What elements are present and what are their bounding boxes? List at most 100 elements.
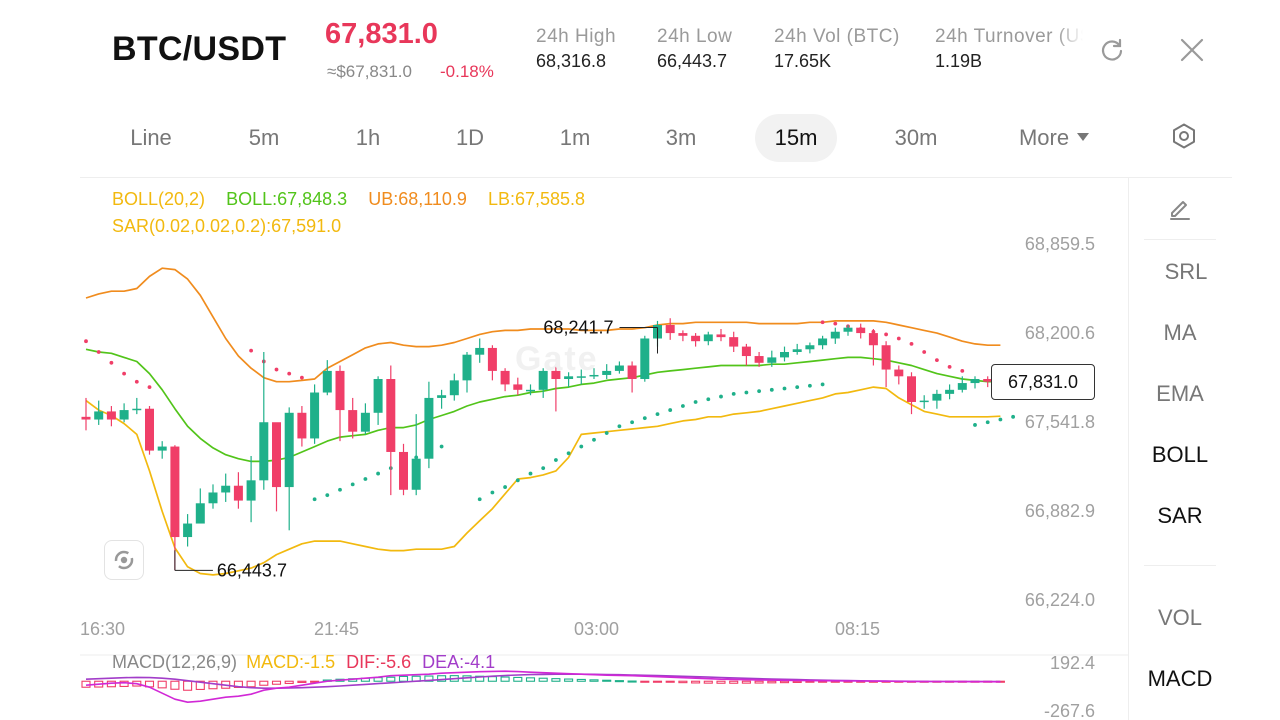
candle-body xyxy=(310,392,320,439)
sar-dot xyxy=(109,360,114,365)
chart-settings-icon[interactable] xyxy=(1168,120,1200,152)
boll-upper-line xyxy=(85,267,1001,383)
candle-body xyxy=(818,338,828,346)
macd-hist-bar xyxy=(157,680,167,689)
indicator-vol[interactable]: VOL xyxy=(1157,605,1203,630)
divider xyxy=(80,177,1232,178)
candle-body xyxy=(602,370,612,375)
candle-body xyxy=(970,379,980,384)
refresh-icon[interactable] xyxy=(1096,34,1128,66)
candle-body xyxy=(259,422,269,481)
close-icon[interactable] xyxy=(1176,34,1208,66)
dea-value: DEA:-4.1 xyxy=(422,652,496,672)
stat-24h-high: 24h High 68,316.8 xyxy=(536,26,616,72)
macd-hist-bar xyxy=(741,680,751,684)
draw-pencil-icon[interactable] xyxy=(1164,192,1196,224)
candle-body xyxy=(780,351,789,358)
tab-30m[interactable]: 30m xyxy=(894,125,938,150)
sar-dot xyxy=(795,385,800,390)
indicator-sar[interactable]: SAR xyxy=(1157,503,1203,528)
tab-5m[interactable]: 5m xyxy=(248,125,280,150)
macd-hist-bar xyxy=(538,677,548,682)
low-price-label: 66,443.7 xyxy=(217,560,287,580)
sar-dot xyxy=(884,332,888,337)
macd-hist-bar xyxy=(767,680,777,684)
sar-dot xyxy=(312,497,317,502)
macd-hist-bar xyxy=(652,680,663,683)
candle-body xyxy=(195,503,205,524)
dif-line xyxy=(85,670,1001,704)
macd-hist-bar xyxy=(386,676,396,682)
candle-body xyxy=(221,485,231,493)
macd-name: MACD(12,26,9) xyxy=(112,652,238,672)
macd-hist-bar xyxy=(779,680,790,684)
candle-body xyxy=(716,334,726,338)
candle-body xyxy=(94,411,104,420)
ticker-header: BTC/USDT 67,831.0 ≈$67,831.0 -0.18% 24h … xyxy=(0,0,1280,100)
indicator-srl[interactable]: SRL xyxy=(1164,259,1208,284)
candle-body xyxy=(614,365,624,371)
candle-body xyxy=(805,345,815,350)
tab-1h[interactable]: 1h xyxy=(355,125,381,150)
sar-dot xyxy=(604,431,609,435)
tab-1d[interactable]: 1D xyxy=(455,125,485,150)
divider xyxy=(1144,239,1216,240)
candle-body xyxy=(907,376,916,402)
sar-legend: SAR(0.02,0.02,0.2):67,591.0 xyxy=(112,216,342,236)
current-price-tag: 67,831.0 xyxy=(991,364,1095,400)
macd-hist-bar xyxy=(259,680,269,686)
candle-body xyxy=(297,412,307,439)
high-price-label: 68,241.7 xyxy=(543,317,613,337)
boll-lines xyxy=(85,267,1001,576)
tab-15m[interactable]: 15m xyxy=(755,114,837,162)
sar-dot xyxy=(719,394,723,399)
sar-dot xyxy=(693,400,698,404)
sar-dot xyxy=(287,371,292,376)
macd-hist-bar xyxy=(424,675,434,682)
candle-body xyxy=(678,333,688,336)
indicator-panel: SRL MA EMA BOLL SAR VOL MACD xyxy=(1129,178,1280,720)
sar-dot xyxy=(630,420,634,425)
sar-dot xyxy=(96,350,101,354)
macd-y-tick-label: 192.4 xyxy=(1050,653,1095,673)
tab-line[interactable]: Line xyxy=(130,125,172,150)
candle-body xyxy=(475,347,485,355)
price-change: -0.18% xyxy=(440,62,494,81)
candle-body xyxy=(830,331,840,339)
candle-body xyxy=(145,408,154,451)
y-tick-label: 66,224.0 xyxy=(1025,590,1095,610)
sar-dot xyxy=(122,371,126,376)
macd-hist-bar xyxy=(551,678,561,682)
macd-hist-bar xyxy=(297,680,307,683)
indicator-macd[interactable]: MACD xyxy=(1147,666,1213,691)
sar-dot xyxy=(134,379,139,384)
candle-body xyxy=(208,492,218,504)
x-tick-label: 21:45 xyxy=(314,619,359,639)
sar-dots xyxy=(84,320,1015,502)
tab-1m[interactable]: 1m xyxy=(559,125,591,150)
sar-dot xyxy=(973,423,977,427)
indicator-ema[interactable]: EMA xyxy=(1156,381,1204,406)
tab-3m[interactable]: 3m xyxy=(665,125,697,150)
tab-more[interactable]: More xyxy=(1004,114,1104,162)
sar-dot xyxy=(1011,414,1015,419)
candle-body xyxy=(932,393,942,401)
macd-hist-bar xyxy=(487,676,497,682)
macd-hist-bar xyxy=(398,675,409,682)
sar-dot xyxy=(84,339,88,344)
candle-body xyxy=(526,389,535,392)
macd-hist-bar xyxy=(500,676,510,682)
candle-body xyxy=(767,357,777,363)
exchange-badge-icon[interactable] xyxy=(104,540,144,580)
sar-dot xyxy=(998,417,1003,422)
macd-hist-bar xyxy=(576,678,586,682)
macd-hist-bar xyxy=(602,679,612,682)
sar-dot xyxy=(808,383,812,388)
indicator-boll[interactable]: BOLL xyxy=(1151,442,1209,467)
candle-body xyxy=(792,349,802,352)
candle-body xyxy=(894,369,904,377)
indicator-ma[interactable]: MA xyxy=(1163,320,1197,345)
macd-hist-bar xyxy=(640,680,650,683)
candle-body xyxy=(335,370,345,411)
